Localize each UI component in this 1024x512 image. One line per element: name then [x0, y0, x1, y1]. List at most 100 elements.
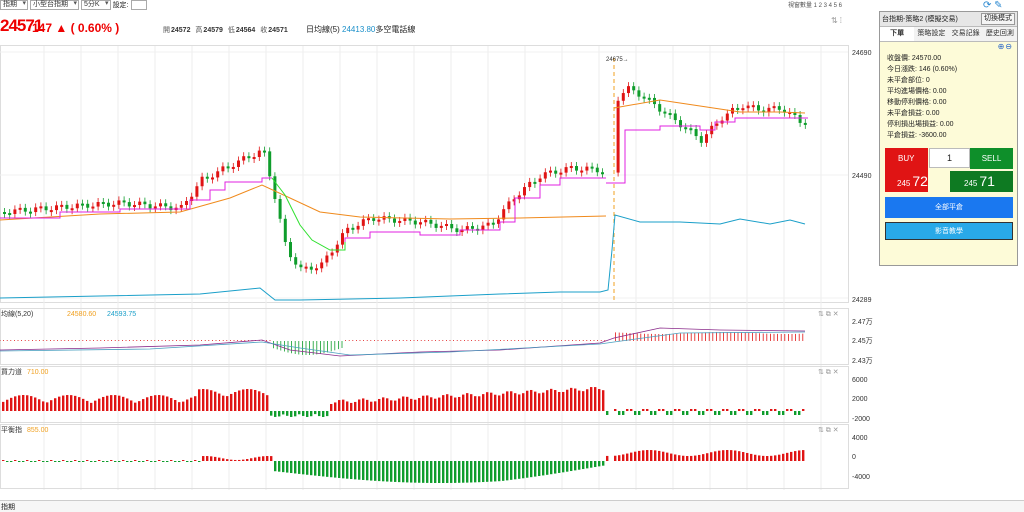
tab-trade-records[interactable]: 交易記錄 — [951, 30, 980, 37]
power-bar — [86, 400, 89, 411]
balance-bar — [14, 460, 17, 461]
switch-mode-button[interactable]: 切換模式 — [981, 13, 1015, 25]
power-bar — [298, 411, 301, 415]
power-bar — [362, 398, 365, 411]
tab-order[interactable]: 下單 — [880, 27, 915, 41]
power-bar — [382, 397, 385, 411]
balance-bar — [142, 461, 145, 462]
power-bar — [678, 409, 681, 411]
buy-price-prefix: 245 — [897, 179, 911, 188]
balance-bar — [178, 461, 181, 462]
price-header: 24571 147 ▲ ( 0.60% ) 開24572 高24579 低245… — [0, 16, 860, 44]
sell-button[interactable]: SELL — [970, 148, 1013, 169]
tab-strategy-settings[interactable]: 策略設定 — [917, 30, 946, 37]
balance-bar — [246, 459, 249, 461]
balance-bar — [278, 461, 281, 472]
video-tutorial-button[interactable]: 影音教學 — [885, 222, 1013, 240]
subchart-label: 均線(5,20) — [1, 309, 33, 318]
power-bar — [218, 393, 221, 411]
subchart-tools-icon: ⇅ ⧉ ✕ — [818, 427, 839, 434]
candle — [148, 204, 152, 209]
power-bar — [158, 395, 161, 411]
power-bar — [650, 411, 653, 415]
settings-input[interactable] — [130, 0, 147, 10]
window-count-selector[interactable]: 視窗數量 1 2 3 4 5 6 — [788, 3, 843, 9]
strategy-panel: 台指期-策略2 (模擬交易) 切換模式 下單 策略設定 交易記錄 歷史回測 ⊕⊖… — [879, 11, 1018, 266]
power-bar — [702, 411, 705, 415]
balance-bar — [2, 460, 5, 461]
balance-bar — [618, 455, 621, 461]
balance-bar — [602, 461, 605, 466]
balance-bar — [642, 450, 645, 461]
balance-bar — [194, 460, 197, 461]
balance-bar — [590, 461, 593, 468]
tab-backtest[interactable]: 歷史回測 — [985, 30, 1014, 37]
balance-bar — [498, 461, 501, 482]
subchart-y-label: 6000 — [852, 377, 868, 384]
main-chart-tools-icon[interactable]: ⇅⁞ — [831, 16, 844, 25]
zoom-in-icon[interactable]: ⊕ — [997, 42, 1006, 51]
ma-label: 日均線(5) — [306, 25, 340, 34]
balance-bar — [694, 455, 697, 461]
contract-select[interactable]: 小型台指期 — [30, 0, 79, 10]
balance-bar — [310, 461, 313, 476]
power-bar — [790, 409, 793, 411]
candle — [91, 206, 95, 209]
period-select[interactable]: 5分K — [81, 0, 111, 10]
zoom-out-icon[interactable]: ⊖ — [1005, 42, 1013, 51]
candle — [315, 268, 318, 271]
balance-bar — [406, 461, 409, 483]
close-all-button[interactable]: 全部平倉 — [885, 197, 1013, 218]
candle — [783, 109, 786, 113]
balance-bar — [742, 452, 745, 461]
sell-price-button[interactable]: 245 71 — [950, 171, 1013, 192]
power-bar — [26, 395, 29, 411]
balance-bar — [102, 461, 105, 462]
power-bar — [198, 389, 201, 411]
power-bar — [402, 396, 405, 411]
power-bar — [102, 396, 105, 411]
candle — [34, 207, 38, 213]
balance-bar — [34, 461, 37, 462]
power-bar — [462, 394, 465, 411]
power-bar — [2, 401, 5, 411]
candle — [49, 210, 53, 213]
ma-orange-line-2 — [613, 99, 806, 114]
candle — [367, 218, 370, 221]
power-bar — [562, 391, 565, 411]
candle — [408, 217, 412, 221]
power-bar — [530, 389, 533, 411]
power-bar — [94, 400, 97, 411]
buy-button[interactable]: BUY 245 72 — [885, 148, 928, 192]
power-bar — [114, 395, 117, 411]
balance-bar — [482, 461, 485, 483]
power-bar — [546, 390, 549, 411]
candle — [419, 222, 422, 225]
power-bar — [178, 402, 181, 411]
chart-canvas[interactable]: 24690 24490 24289 24675→ 均線(5,20) 24580.60 245… — [0, 0, 1024, 500]
power-bar — [394, 400, 397, 411]
candle — [424, 219, 428, 223]
power-bar — [646, 409, 649, 411]
power-bar — [354, 401, 357, 411]
candle — [289, 242, 292, 258]
power-bar — [602, 390, 605, 411]
quantity-input[interactable]: 1 — [929, 148, 970, 168]
balance-bar — [402, 461, 405, 483]
balance-bar — [794, 451, 797, 461]
symbol-select[interactable]: 指期 — [0, 0, 28, 10]
candle — [559, 172, 563, 175]
balance-bar — [446, 461, 449, 483]
power-bar — [254, 389, 257, 411]
balance-bar — [78, 461, 81, 462]
refresh-icon[interactable]: ⟳ ✎ — [983, 0, 1003, 11]
power-bar — [206, 389, 209, 411]
balance-bar — [238, 459, 241, 461]
power-bar — [386, 398, 389, 411]
power-bar — [510, 391, 513, 411]
balance-bar — [514, 461, 517, 480]
balance-bar — [710, 452, 713, 461]
candle — [627, 86, 630, 94]
power-bar — [30, 396, 33, 411]
power-bar — [490, 392, 493, 411]
